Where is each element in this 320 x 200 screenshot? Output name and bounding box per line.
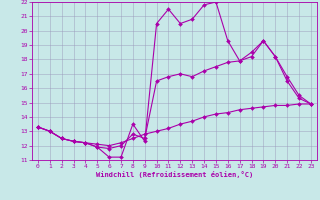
X-axis label: Windchill (Refroidissement éolien,°C): Windchill (Refroidissement éolien,°C) [96,171,253,178]
